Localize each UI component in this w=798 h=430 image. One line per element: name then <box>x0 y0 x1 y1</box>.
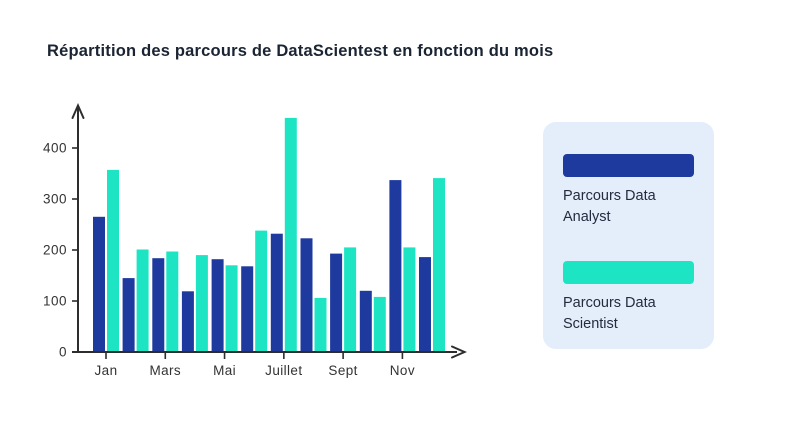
legend-label-scientist: Parcours Data Scientist <box>563 295 656 333</box>
bar-Mai-scientist <box>225 265 238 352</box>
bar-Août-analyst <box>300 238 313 352</box>
legend-panel: Parcours Data Analyst Parcours Data Scie… <box>543 122 714 349</box>
x-tick-label: Jan <box>95 363 118 378</box>
y-tick-label: 0 <box>59 345 67 360</box>
bar-Oct-scientist <box>373 296 386 352</box>
chart-title: Répartition des parcours de DataScientes… <box>47 42 554 60</box>
y-axis-arrow <box>71 103 85 119</box>
y-tick-label: 300 <box>43 192 67 207</box>
bar-Nov-analyst <box>389 180 402 352</box>
bar-Mai-analyst <box>211 259 224 352</box>
legend-item-scientist: Parcours Data Scientist <box>563 261 694 335</box>
bar-Déc-analyst <box>419 257 431 352</box>
bar-Nov-scientist <box>403 247 416 352</box>
legend-swatch-analyst <box>563 154 694 177</box>
bar-Sept-scientist <box>344 247 357 352</box>
x-tick-label: Mars <box>149 363 181 378</box>
y-tick-label: 200 <box>43 243 67 258</box>
x-tick-label: Nov <box>390 363 415 378</box>
bar-Mars-analyst <box>152 258 165 352</box>
x-tick-label: Juillet <box>265 363 302 378</box>
legend-label-analyst: Parcours Data Analyst <box>563 188 656 226</box>
y-tick-label: 400 <box>43 141 67 156</box>
y-tick-label: 100 <box>43 294 67 309</box>
bar-Fév-scientist <box>136 249 149 352</box>
bar-Juin-scientist <box>255 230 268 352</box>
bar-Déc-scientist <box>433 178 445 352</box>
bar-Fév-analyst <box>122 278 135 353</box>
bar-Mars-scientist <box>166 251 179 352</box>
bar-Jan-analyst <box>93 216 105 352</box>
legend-swatch-scientist <box>563 261 694 285</box>
bar-Juin-analyst <box>241 266 254 352</box>
bar-Juillet-scientist <box>284 117 297 353</box>
x-tick-label: Mai <box>213 363 236 378</box>
bar-Avr-scientist <box>195 255 208 352</box>
bar-Oct-analyst <box>359 290 372 352</box>
bar-Août-scientist <box>314 297 327 352</box>
x-axis-arrow <box>451 345 467 359</box>
bar-Sept-analyst <box>330 253 343 352</box>
bar-Juillet-analyst <box>270 233 283 352</box>
bar-Avr-analyst <box>181 291 194 352</box>
bar-Jan-scientist <box>107 169 119 352</box>
legend-item-analyst: Parcours Data Analyst <box>563 154 694 228</box>
x-tick-label: Sept <box>328 363 357 378</box>
